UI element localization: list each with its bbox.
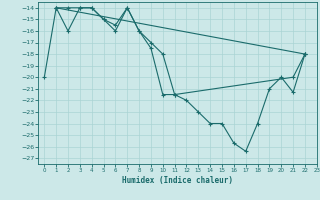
X-axis label: Humidex (Indice chaleur): Humidex (Indice chaleur) — [122, 176, 233, 185]
